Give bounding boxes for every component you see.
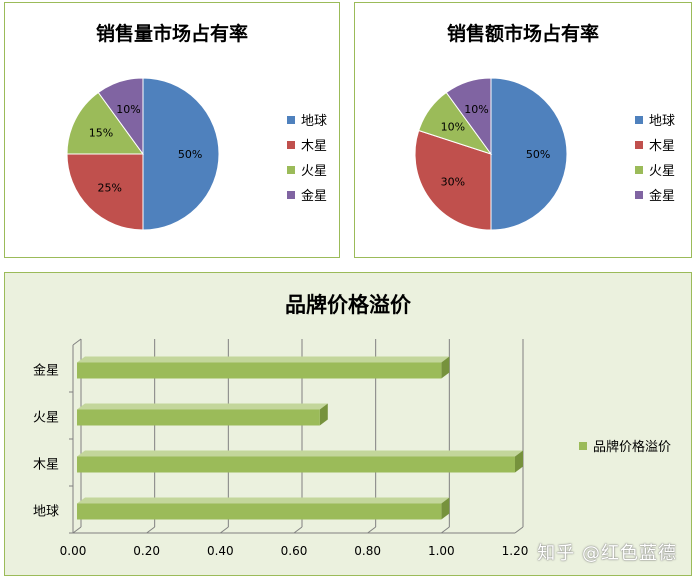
legend: 品牌价格溢价 [579, 433, 671, 458]
pie-chart-sales-amount: 销售额市场占有率 50% 30% 10% 10% 地球木星火星金星 [354, 2, 692, 258]
pie-chart-sales-volume: 销售量市场占有率 50% 25% 15% 10% 地球木星火星金星 [4, 2, 340, 258]
axis-edge [72, 338, 82, 346]
x-tick-label: 0.40 [207, 544, 234, 558]
chart-title: 销售额市场占有率 [446, 23, 599, 45]
chart-title: 销售量市场占有率 [95, 23, 248, 45]
bar-end-face [441, 497, 450, 520]
legend-swatch [635, 165, 643, 174]
legend-item: 火星 [635, 157, 675, 182]
floor-line [367, 526, 376, 534]
watermark-text: 知乎 @红色蓝德 [537, 543, 677, 564]
data-label: 50% [178, 148, 202, 161]
data-label: 15% [89, 127, 113, 140]
bar-chart-brand-premium: 品牌价格溢价 0.00 0.20 0.40 0.60 0.80 1.00 1.20 地球 木星 火… [4, 272, 692, 576]
pie-slice [66, 153, 144, 231]
pie-slice [490, 77, 568, 231]
legend-swatch [287, 165, 295, 174]
legend-label: 品牌价格溢价 [593, 440, 672, 455]
legend-swatch [635, 140, 643, 149]
pie-slice [142, 77, 220, 231]
legend-label: 金星 [649, 189, 676, 204]
legend-label: 金星 [301, 189, 328, 204]
legend-swatch [579, 441, 587, 450]
floor-line [72, 526, 82, 534]
x-tick-label: 0.80 [354, 544, 381, 558]
x-tick-label: 1.20 [502, 544, 529, 558]
legend-label: 木星 [301, 139, 328, 154]
legend-label: 火星 [649, 164, 676, 179]
bar-end-face [319, 403, 328, 426]
x-tick-label: 0.00 [60, 544, 87, 558]
legend-label: 木星 [649, 139, 676, 154]
bar-end-face [515, 450, 523, 473]
legend-swatch [287, 190, 295, 199]
pie-slice [97, 77, 144, 156]
y-tick-label: 木星 [33, 458, 59, 473]
legend: 地球 木星 火星 金星 [635, 107, 675, 207]
pie-slice [414, 129, 492, 231]
legend-item: 地球 [287, 107, 327, 132]
bar-top-face [77, 450, 523, 457]
bar-top-face [77, 356, 450, 363]
legend-swatch [635, 115, 643, 124]
floor-line [293, 526, 303, 534]
bar-top-face [77, 403, 328, 410]
y-tick-label: 金星 [33, 363, 59, 379]
data-label: 50% [526, 148, 550, 161]
y-tick-label: 地球 [33, 505, 59, 520]
floor-line [146, 526, 155, 534]
legend-item: 火星 [287, 157, 327, 182]
pie-plot: 50% 30% 10% 10% [414, 77, 568, 231]
legend-item: 品牌价格溢价 [579, 433, 671, 458]
legend: 地球 木星 火星 金星 [287, 107, 327, 207]
bar [77, 456, 515, 473]
legend-item: 地球 [635, 107, 675, 132]
legend-label: 地球 [649, 114, 676, 129]
chart-title: 品牌价格溢价 [285, 293, 411, 317]
data-label: 30% [441, 176, 465, 189]
data-label: 10% [441, 120, 465, 133]
data-label: 25% [97, 181, 121, 194]
pie-slice [66, 91, 144, 155]
x-tick-label: 0.60 [281, 544, 308, 558]
pie-plot: 50% 25% 15%10% [66, 77, 220, 231]
legend-item: 木星 [287, 132, 327, 157]
x-tick-label: 0.20 [133, 544, 160, 558]
legend-swatch [635, 190, 643, 199]
x-tick-label: 1.00 [428, 544, 455, 558]
legend-swatch [287, 140, 295, 149]
legend-item: 木星 [635, 132, 675, 157]
legend-label: 地球 [301, 114, 328, 129]
bar-end-face [441, 356, 450, 379]
floor-line [441, 526, 450, 534]
legend-item: 金星 [287, 182, 327, 207]
floor-line [514, 526, 524, 534]
bar [77, 362, 442, 379]
pie-slice [445, 77, 492, 156]
bar-top-face [77, 497, 450, 504]
data-label: 10% [464, 103, 488, 116]
bar-plot: 0.00 0.20 0.40 0.60 0.80 1.00 1.20 地球 木星 火星 金星 [33, 338, 529, 558]
bar [77, 409, 320, 426]
legend-swatch [287, 115, 295, 124]
y-tick-label: 火星 [33, 411, 59, 426]
floor-line [220, 526, 229, 534]
bar [77, 503, 442, 520]
legend-item: 金星 [635, 182, 675, 207]
legend-label: 火星 [301, 164, 328, 179]
data-label: 10% [116, 103, 140, 116]
